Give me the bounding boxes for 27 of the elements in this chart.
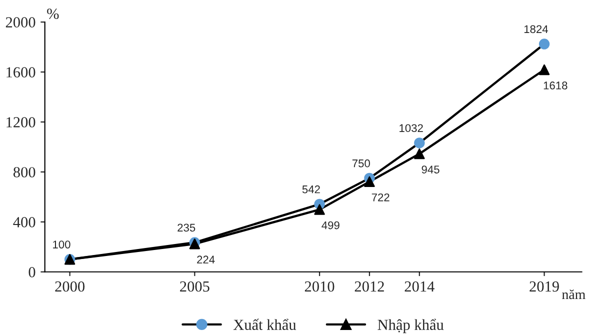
data-label: 100 (53, 240, 70, 248)
data-label: 945 (422, 166, 440, 174)
x-tick-label: 2012 (354, 281, 384, 292)
y-tick-label: 2000 (6, 17, 36, 28)
y-tick-label: 0 (28, 267, 36, 278)
y-tick-label: 800 (13, 167, 36, 178)
data-label: 542 (302, 185, 320, 194)
x-tick-label: 2000 (55, 281, 85, 292)
data-label: 235 (178, 224, 196, 232)
legend-label: Nhập khẩu (378, 318, 444, 334)
data-label: 1032 (400, 124, 423, 132)
x-tick-label: 2019 (530, 281, 559, 292)
y-axis-title: % (47, 8, 59, 19)
data-label: 1618 (544, 82, 568, 90)
x-tick-label: 2010 (304, 281, 334, 292)
y-tick-label: 1600 (6, 67, 36, 78)
x-tick-label: 2005 (180, 281, 210, 292)
x-tick-label: 2014 (404, 281, 434, 292)
data-label: 722 (372, 193, 390, 202)
data-label: 224 (197, 256, 215, 264)
data-label: 1824 (524, 25, 548, 34)
legend-label: Xuất khẩu (233, 318, 296, 330)
y-tick-label: 400 (13, 217, 36, 228)
y-tick-label: 1200 (6, 117, 36, 128)
data-label: 499 (322, 221, 340, 230)
x-axis-title: năm (562, 290, 586, 300)
data-label: 750 (352, 159, 370, 168)
